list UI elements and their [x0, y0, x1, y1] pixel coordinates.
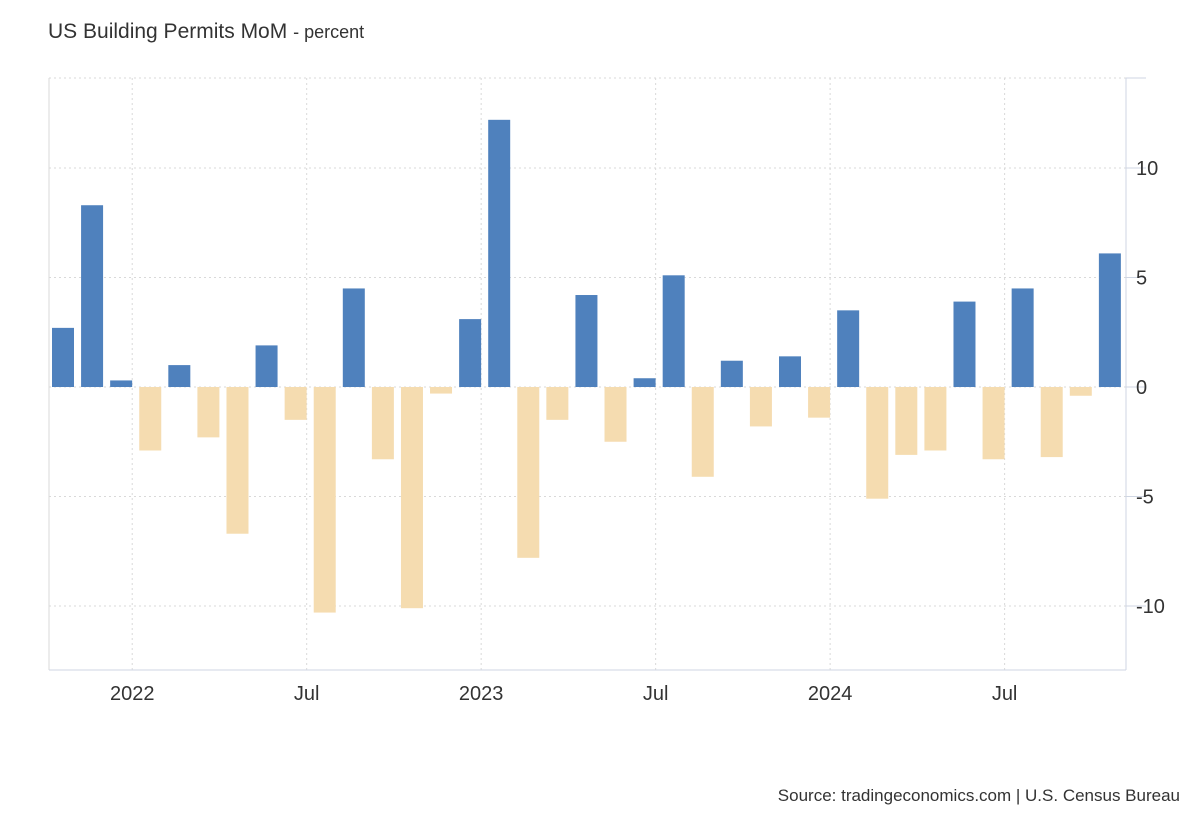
- source-note: Source: tradingeconomics.com | U.S. Cens…: [777, 786, 1180, 805]
- bar: [837, 310, 860, 387]
- bar: [1098, 253, 1121, 387]
- bar: [1011, 288, 1034, 387]
- x-tick-label: 2022: [110, 683, 155, 705]
- bar: [662, 275, 685, 387]
- bar: [866, 387, 889, 499]
- bar: [982, 387, 1005, 460]
- bar: [691, 387, 714, 477]
- bar-chart: 10 5 0 -5 -10 2022 Jul 2023 Jul 2024 Jul: [48, 77, 1165, 705]
- x-tick-label: Jul: [294, 683, 320, 705]
- x-tick-label: 2023: [459, 683, 504, 705]
- bar: [720, 360, 743, 387]
- x-tick-label: Jul: [643, 683, 669, 705]
- bar: [575, 295, 598, 387]
- bar: [430, 387, 453, 394]
- grid-lines: [49, 77, 1126, 670]
- bar: [895, 387, 918, 455]
- y-tick-label: 0: [1136, 377, 1147, 399]
- y-tick-label: -5: [1136, 487, 1154, 509]
- bar: [459, 319, 482, 387]
- y-tick-label: 10: [1136, 158, 1158, 180]
- bar: [924, 387, 947, 451]
- bar: [517, 387, 540, 558]
- chart-title: US Building Permits MoM - percent: [48, 20, 364, 44]
- chart-title-text: US Building Permits MoM: [48, 20, 288, 43]
- bar: [139, 387, 162, 451]
- y-tick-label: 5: [1136, 268, 1147, 290]
- bar: [488, 119, 511, 387]
- bar: [255, 345, 278, 387]
- bar: [197, 387, 220, 438]
- x-tick-label: 2024: [808, 683, 853, 705]
- bar: [779, 356, 801, 387]
- bars: [52, 119, 1121, 613]
- bar: [1040, 387, 1063, 458]
- bar: [633, 378, 656, 387]
- bar: [371, 387, 394, 460]
- chart-unit: - percent: [293, 22, 365, 42]
- bar: [808, 387, 831, 418]
- bar: [546, 387, 569, 420]
- bar: [313, 387, 336, 613]
- bar: [342, 288, 365, 387]
- bar: [168, 365, 191, 387]
- bar: [400, 387, 423, 609]
- axes: 10 5 0 -5 -10 2022 Jul 2023 Jul 2024 Jul: [48, 77, 1165, 705]
- bar: [953, 301, 976, 387]
- bar: [749, 387, 772, 427]
- bar: [1069, 387, 1092, 396]
- bar: [110, 380, 133, 387]
- y-tick-label: -10: [1136, 596, 1165, 618]
- x-tick-label: Jul: [992, 683, 1018, 705]
- bar: [52, 327, 74, 387]
- chart-unit-text: percent: [304, 22, 365, 42]
- bar: [284, 387, 307, 420]
- bar: [604, 387, 627, 442]
- bar: [226, 387, 249, 534]
- bar: [81, 205, 104, 387]
